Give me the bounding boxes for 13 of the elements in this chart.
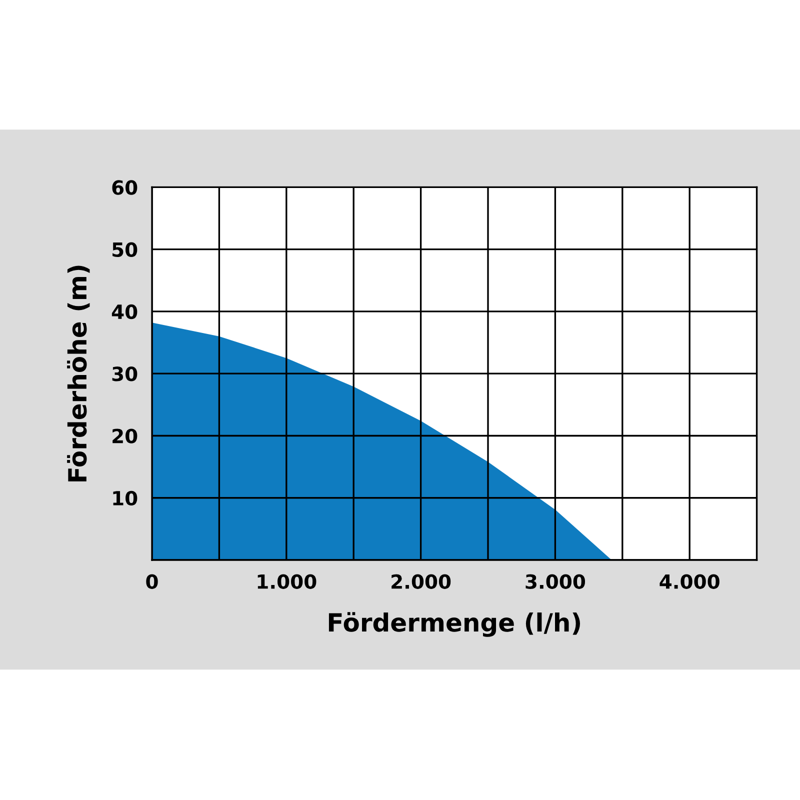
y-tick-label: 30 [112,366,138,382]
x-tick-label: 2.000 [392,574,451,589]
x-tick-label: 4.000 [660,574,720,589]
x-axis-title: Fördermenge (l/h) [328,612,580,637]
y-tick-label: 10 [113,490,138,506]
y-axis-title: Förderhöhe (m) [67,266,90,482]
y-tick-label: 20 [112,428,138,444]
y-tick-label: 60 [112,180,138,195]
y-tick-label: 50 [112,242,138,257]
x-tick-label: 3.000 [526,574,586,589]
x-tick-label: 0 [146,574,158,589]
y-tick-label: 40 [112,304,138,320]
x-tick-label: 1.000 [258,574,316,589]
